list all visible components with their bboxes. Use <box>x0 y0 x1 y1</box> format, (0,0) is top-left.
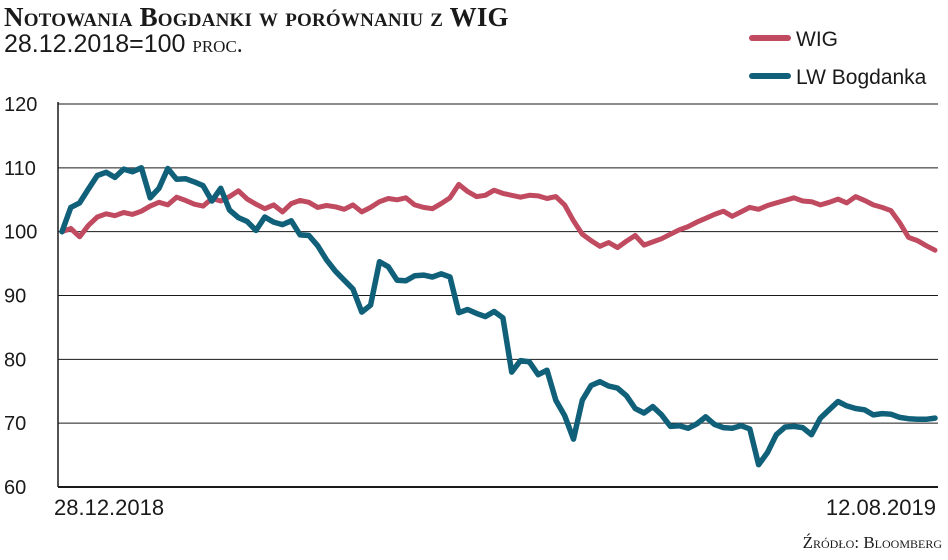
grid-lines <box>58 103 938 424</box>
subtitle-unit: proc. <box>192 32 243 58</box>
y-tick-label: 100 <box>4 222 37 244</box>
series-line-wig <box>59 181 938 253</box>
legend-label: WIG <box>796 28 838 51</box>
series-layer <box>59 165 938 468</box>
x-axis-ticks: 28.12.2018 12.08.2019 <box>54 495 936 520</box>
y-axis-ticks: 60 70 80 90 100 110 120 <box>4 94 37 499</box>
y-tick-label: 90 <box>4 286 26 308</box>
y-tick-label: 70 <box>4 413 26 435</box>
y-tick-label: 80 <box>4 349 26 371</box>
chart-title: Notowania Bogdanki w porównaniu z WIG <box>4 2 509 32</box>
x-tick-label-end: 12.08.2019 <box>826 495 936 520</box>
legend-label: LW Bogdanka <box>796 66 927 89</box>
subtitle-base: 28.12.2018=100 <box>4 30 186 58</box>
chart-subtitle: 28.12.2018=100 proc. <box>4 30 243 59</box>
source-note: Źródło: Bloomberg <box>802 533 942 552</box>
y-tick-label: 60 <box>4 477 26 499</box>
legend: WIG LW Bogdanka <box>749 28 927 89</box>
y-tick-label: 110 <box>4 158 36 180</box>
series-line-lw-bogdanka <box>59 165 938 468</box>
y-tick-label: 120 <box>4 94 37 116</box>
x-tick-label-start: 28.12.2018 <box>54 495 164 520</box>
